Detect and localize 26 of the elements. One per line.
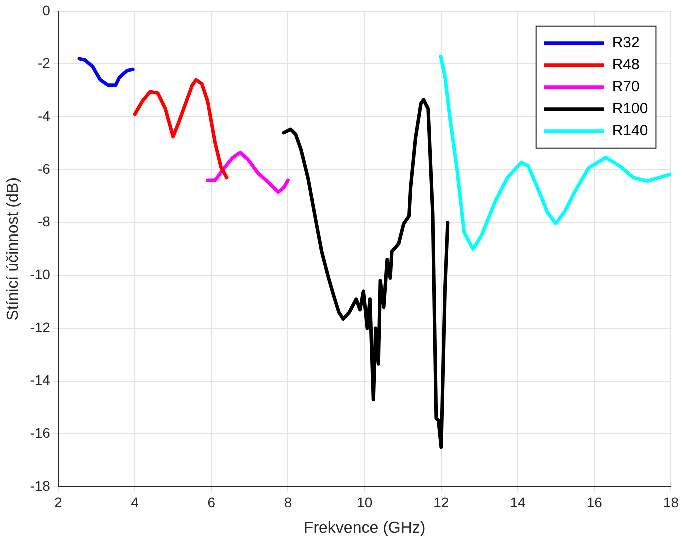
y-axis-title: Stínicí účinnost (dB) <box>5 178 22 321</box>
legend-label: R100 <box>612 100 648 118</box>
x-tick-label: 4 <box>131 494 140 510</box>
x-tick-label: 18 <box>663 494 680 510</box>
y-tick-label: -6 <box>38 160 51 177</box>
x-tick-label: 14 <box>510 494 526 510</box>
legend-label: R32 <box>612 34 640 52</box>
x-tick-label: 6 <box>208 494 216 510</box>
legend-label: R48 <box>612 56 640 74</box>
y-tick-label: -14 <box>30 372 51 388</box>
y-tick-label: -12 <box>30 319 51 336</box>
y-tick-label: -2 <box>38 55 51 72</box>
legend-label: R70 <box>612 78 640 96</box>
x-tick-label: 12 <box>434 494 450 510</box>
x-tick-label: 16 <box>586 494 603 510</box>
y-tick-label: -16 <box>30 425 51 442</box>
x-tick-label: 8 <box>284 494 292 510</box>
y-tick-label: -10 <box>30 266 51 282</box>
x-tick-label: 10 <box>357 494 373 510</box>
legend-label: R140 <box>612 122 648 140</box>
y-tick-label: -8 <box>38 214 51 230</box>
y-tick-label: -4 <box>38 108 51 124</box>
y-tick-label: 0 <box>42 2 51 18</box>
x-tick-label: 2 <box>54 494 63 510</box>
x-axis-title: Frekvence (GHz) <box>304 520 426 537</box>
y-tick-label: -18 <box>30 478 51 494</box>
